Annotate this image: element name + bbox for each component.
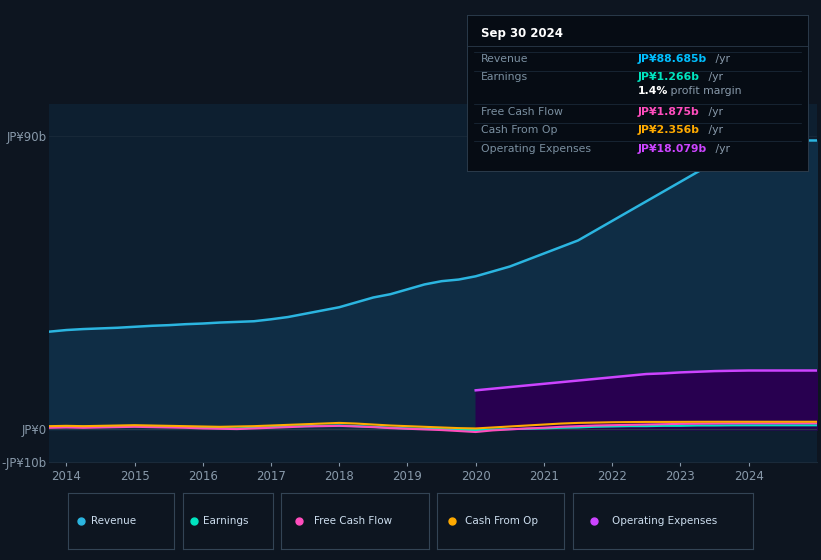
- Text: /yr: /yr: [713, 144, 731, 154]
- Text: profit margin: profit margin: [667, 86, 742, 96]
- Text: JP¥1.875b: JP¥1.875b: [638, 106, 699, 116]
- Text: Earnings: Earnings: [481, 72, 528, 82]
- Text: 1.4%: 1.4%: [638, 86, 667, 96]
- Text: JP¥1.266b: JP¥1.266b: [638, 72, 699, 82]
- Text: /yr: /yr: [713, 54, 731, 64]
- Text: JP¥2.356b: JP¥2.356b: [638, 125, 699, 136]
- Text: Operating Expenses: Operating Expenses: [612, 516, 718, 526]
- Text: /yr: /yr: [705, 125, 723, 136]
- Text: /yr: /yr: [705, 72, 723, 82]
- Text: Revenue: Revenue: [91, 516, 136, 526]
- Text: Cash From Op: Cash From Op: [466, 516, 539, 526]
- Text: Sep 30 2024: Sep 30 2024: [481, 27, 562, 40]
- Text: JP¥18.079b: JP¥18.079b: [638, 144, 707, 154]
- Text: Free Cash Flow: Free Cash Flow: [481, 106, 562, 116]
- Text: Cash From Op: Cash From Op: [481, 125, 557, 136]
- Text: Earnings: Earnings: [203, 516, 248, 526]
- Text: Revenue: Revenue: [481, 54, 528, 64]
- Text: JP¥88.685b: JP¥88.685b: [638, 54, 707, 64]
- Text: /yr: /yr: [705, 106, 723, 116]
- Text: Operating Expenses: Operating Expenses: [481, 144, 591, 154]
- Text: Free Cash Flow: Free Cash Flow: [314, 516, 392, 526]
